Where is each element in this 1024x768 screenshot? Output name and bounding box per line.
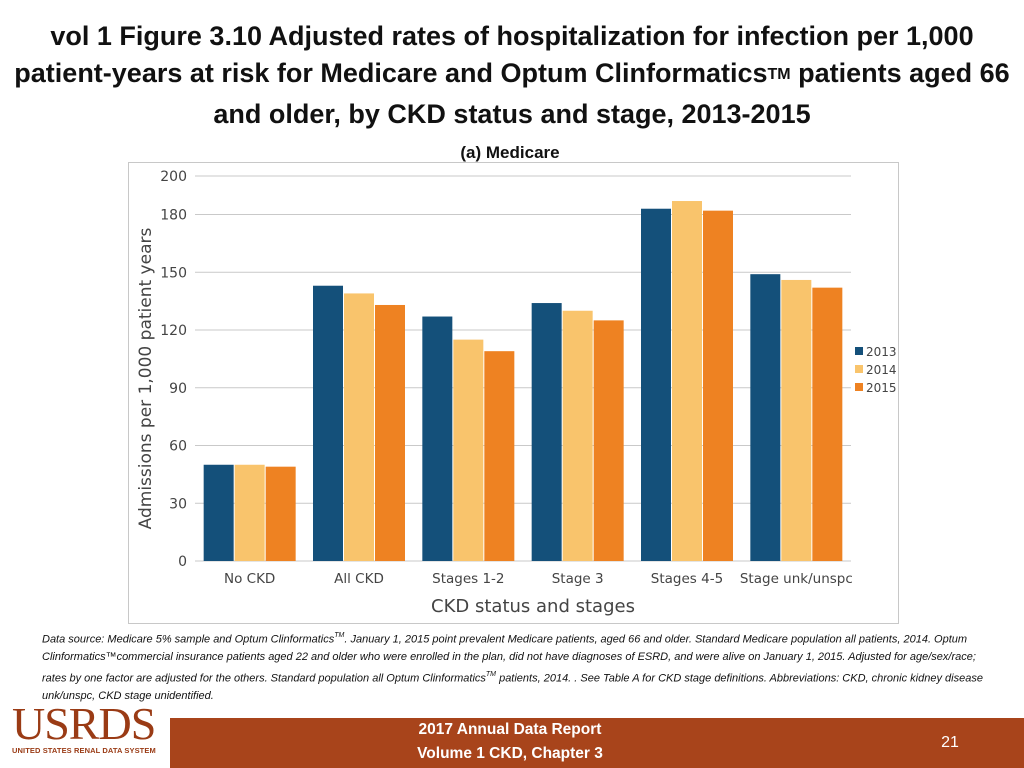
bar-2014-stages-1-2 [453,339,484,561]
bar-2015-stages-4-5 [703,210,733,561]
bar-2013-stage-unk-unspc [750,274,781,561]
y-tick-label-90: 90 [169,381,187,397]
chart-container: 0 30 60 90 120 150 180 200 No CKD All CKD Stages 1… [128,162,899,624]
x-tick-label-stages-4-5: Stages 4-5 [651,571,723,587]
footnote-trademark-2: TM [485,670,497,678]
bar-2015-stage-unk-unspc [812,287,843,561]
bar-chart: 0 30 60 90 120 150 180 200 No CKD All CKD Stages 1… [136,169,897,617]
footer-bar: USRDS UNITED STATES RENAL DATA SYSTEM 20… [0,700,1024,768]
y-tick-label-30: 30 [169,496,187,512]
y-tick-label-200: 200 [160,169,187,185]
footnote-part3: patients, 2014. . See Table A for CKD st… [42,672,983,702]
bar-2015-no-ckd [265,466,296,561]
legend-label-2014: 2014 [866,363,897,377]
page-title: vol 1 Figure 3.10 Adjusted rates of hosp… [10,18,1014,133]
chart-subtitle: (a) Medicare [460,143,560,162]
bar-2015-stage-3 [593,320,624,561]
title-text-part2: patients aged 66 and older, by CKD statu… [213,58,1010,129]
legend-swatch-2014 [855,365,863,373]
title-trademark: TM [767,66,791,83]
bar-2014-no-ckd [234,464,265,561]
x-tick-label-stage-unk-unspc: Stage unk/unspc [740,571,853,587]
legend-label-2013: 2013 [866,345,897,359]
bar-2013-stages-1-2 [422,316,453,561]
footnote: Data source: Medicare 5% sample and Optu… [42,628,992,705]
y-axis-label: Admissions per 1,000 patient years [136,228,156,530]
y-tick-label-0: 0 [178,554,187,570]
y-tick-label-120: 120 [160,323,187,339]
report-title: 2017 Annual Data Report [418,721,602,738]
page-number: 21 [941,734,959,751]
usrds-logo-subtext: UNITED STATES RENAL DATA SYSTEM [12,746,156,755]
legend-swatch-2013 [855,347,863,355]
bar-2014-stages-4-5 [672,201,702,561]
x-tick-label-no-ckd: No CKD [224,571,275,587]
bar-2013-stage-3 [531,303,562,561]
footnote-part2: . January 1, 2015 point prevalent Medica… [42,633,976,685]
legend-swatch-2015 [855,383,863,391]
bar-2015-all-ckd [375,304,405,561]
x-axis-label: CKD status and stages [431,596,635,617]
bar-2013-no-ckd [203,464,234,561]
footnote-trademark-1: TM [334,632,345,639]
footnote-part1: Data source: Medicare 5% sample and Optu… [42,633,335,646]
usrds-logo: USRDS [12,698,156,749]
bar-2013-stages-4-5 [641,208,671,561]
y-tick-label-180: 180 [160,208,187,224]
report-volume: Volume 1 CKD, Chapter 3 [417,745,603,762]
y-tick-label-150: 150 [160,265,187,281]
bar-2015-stages-1-2 [484,351,515,561]
y-tick-label-60: 60 [169,439,187,455]
x-tick-label-stages-1-2: Stages 1-2 [432,571,504,587]
x-tick-label-all-ckd: All CKD [334,571,384,587]
bar-2014-stage-unk-unspc [781,279,812,561]
bar-2014-stage-3 [562,310,593,561]
bar-2014-all-ckd [344,293,374,561]
title-text-part1: vol 1 Figure 3.10 Adjusted rates of hosp… [14,21,974,88]
x-tick-label-stage-3: Stage 3 [552,571,604,587]
bar-2013-all-ckd [313,285,343,561]
legend-label-2015: 2015 [866,381,897,395]
logo-area: USRDS UNITED STATES RENAL DATA SYSTEM [0,700,170,768]
